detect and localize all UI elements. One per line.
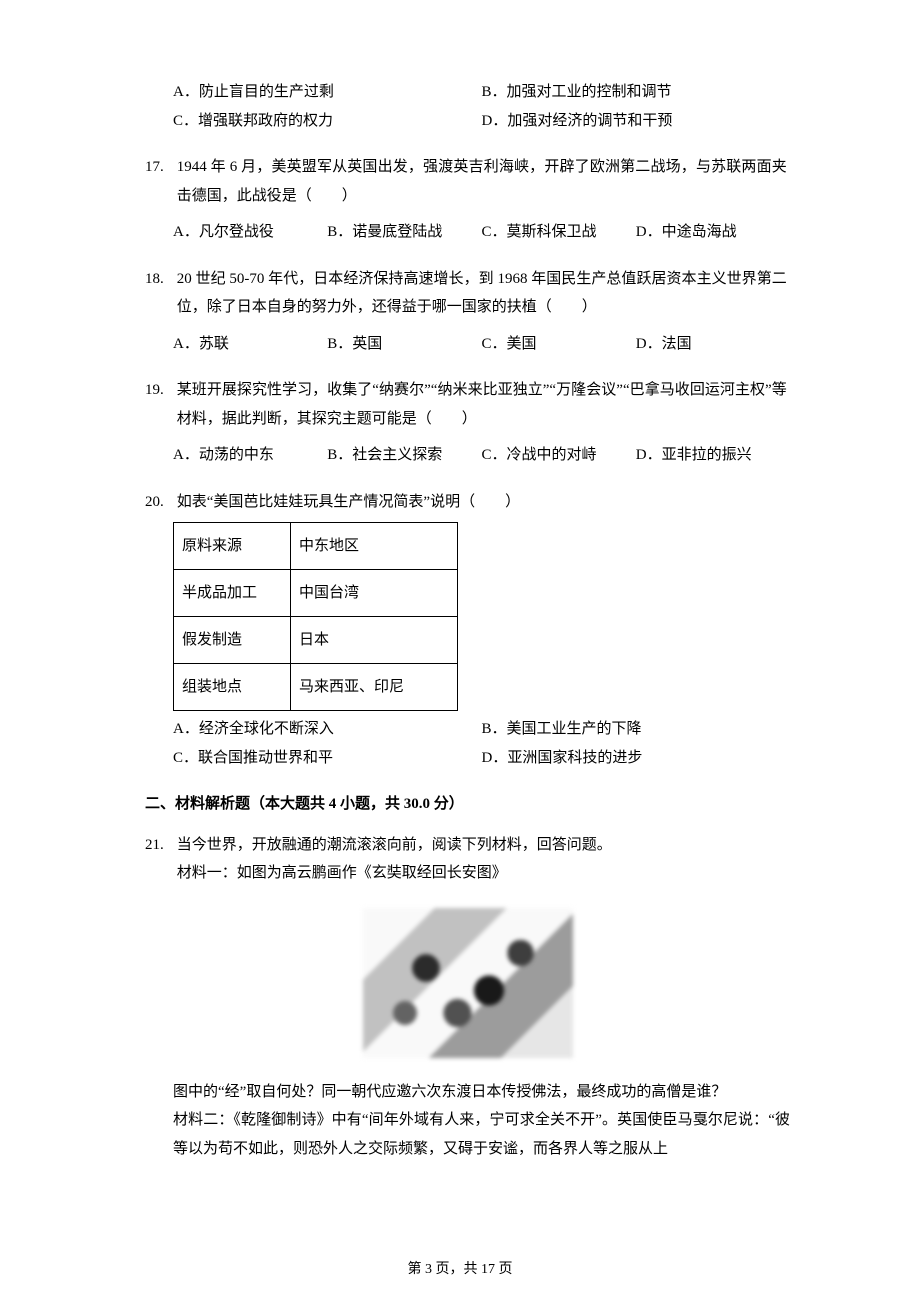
section-2-heading: 二、材料解析题（本大题共 4 小题，共 30.0 分） <box>145 790 790 819</box>
option-c: C．增强联邦政府的权力 <box>173 107 482 136</box>
options-row: A．苏联 B．英国 C．美国 D．法国 <box>173 330 790 359</box>
option-c: C．联合国推动世界和平 <box>173 744 482 773</box>
table-row: 假发制造 日本 <box>174 617 458 664</box>
question-stem: 如表“美国芭比娃娃玩具生产情况简表”说明（ ） <box>177 488 787 517</box>
question-body: 当今世界，开放融通的潮流滚滚向前，阅读下列材料，回答问题。 材料一：如图为高云鹏… <box>177 831 787 888</box>
option-a: A．动荡的中东 <box>173 441 327 470</box>
option-b: B．社会主义探索 <box>327 441 481 470</box>
question-number: 19. <box>145 376 173 405</box>
option-a: A．经济全球化不断深入 <box>173 715 482 744</box>
question-number: 20. <box>145 488 173 517</box>
option-b: B．加强对工业的控制和调节 <box>482 78 791 107</box>
page-footer: 第 3 页，共 17 页 <box>0 1257 920 1284</box>
question-stem: 20 世纪 50-70 年代，日本经济保持高速增长，到 1968 年国民生产总值… <box>177 265 787 322</box>
table-cell: 中东地区 <box>291 523 458 570</box>
option-d: D．亚洲国家科技的进步 <box>482 744 791 773</box>
option-a: A．苏联 <box>173 330 327 359</box>
option-d: D．加强对经济的调节和干预 <box>482 107 791 136</box>
table-cell: 中国台湾 <box>291 570 458 617</box>
table-row: 原料来源 中东地区 <box>174 523 458 570</box>
question-stem: 1944 年 6 月，美英盟军从英国出发，强渡英吉利海峡，开辟了欧洲第二战场，与… <box>177 153 787 210</box>
question-number: 21. <box>145 831 173 860</box>
options-row: A．凡尔登战役 B．诺曼底登陆战 C．莫斯科保卫战 D．中途岛海战 <box>173 218 790 247</box>
option-b: B．英国 <box>327 330 481 359</box>
options-container: A．凡尔登战役 B．诺曼底登陆战 C．莫斯科保卫战 D．中途岛海战 <box>173 218 790 247</box>
xuanzang-painting-image <box>363 908 573 1058</box>
question-19: 19. 某班开展探究性学习，收集了“纳赛尔”“纳米来比亚独立”“万隆会议”“巴拿… <box>145 376 790 470</box>
table-cell: 日本 <box>291 617 458 664</box>
option-c: C．美国 <box>482 330 636 359</box>
option-c: C．冷战中的对峙 <box>482 441 636 470</box>
options-row: A．动荡的中东 B．社会主义探索 C．冷战中的对峙 D．亚非拉的振兴 <box>173 441 790 470</box>
options-container: A．苏联 B．英国 C．美国 D．法国 <box>173 330 790 359</box>
question-17: 17. 1944 年 6 月，美英盟军从英国出发，强渡英吉利海峡，开辟了欧洲第二… <box>145 153 790 247</box>
stem-line-1: 当今世界，开放融通的潮流滚滚向前，阅读下列材料，回答问题。 <box>177 837 612 853</box>
table-cell: 半成品加工 <box>174 570 291 617</box>
stem-line-2: 材料一：如图为高云鹏画作《玄奘取经回长安图》 <box>177 865 507 881</box>
barbie-production-table: 原料来源 中东地区 半成品加工 中国台湾 假发制造 日本 组装地点 马来西亚、印… <box>173 522 458 711</box>
table-row: 组装地点 马来西亚、印尼 <box>174 664 458 711</box>
question-18: 18. 20 世纪 50-70 年代，日本经济保持高速增长，到 1968 年国民… <box>145 265 790 359</box>
table-cell: 马来西亚、印尼 <box>291 664 458 711</box>
option-a: A．凡尔登战役 <box>173 218 327 247</box>
subquestion-2: 材料二：《乾隆御制诗》中有“间年外域有人来，宁可求全关不开”。英国使臣马戛尔尼说… <box>173 1106 790 1163</box>
question-stem: 某班开展探究性学习，收集了“纳赛尔”“纳米来比亚独立”“万隆会议”“巴拿马收回运… <box>177 376 787 433</box>
options-container: A．经济全球化不断深入 B．美国工业生产的下降 C．联合国推动世界和平 D．亚洲… <box>173 715 790 772</box>
question-number: 18. <box>145 265 173 294</box>
question-number: 17. <box>145 153 173 182</box>
table-cell: 组装地点 <box>174 664 291 711</box>
option-d: D．亚非拉的振兴 <box>636 441 790 470</box>
options-container: A．动荡的中东 B．社会主义探索 C．冷战中的对峙 D．亚非拉的振兴 <box>173 441 790 470</box>
options-container: A．防止盲目的生产过剩 B．加强对工业的控制和调节 C．增强联邦政府的权力 D．… <box>173 78 790 135</box>
table-cell: 假发制造 <box>174 617 291 664</box>
option-a: A．防止盲目的生产过剩 <box>173 78 482 107</box>
option-d: D．中途岛海战 <box>636 218 790 247</box>
table-cell: 原料来源 <box>174 523 291 570</box>
options-row: A．防止盲目的生产过剩 B．加强对工业的控制和调节 C．增强联邦政府的权力 D．… <box>173 78 790 135</box>
option-d: D．法国 <box>636 330 790 359</box>
table-row: 半成品加工 中国台湾 <box>174 570 458 617</box>
question-16-options: A．防止盲目的生产过剩 B．加强对工业的控制和调节 C．增强联邦政府的权力 D．… <box>145 78 790 135</box>
option-c: C．莫斯科保卫战 <box>482 218 636 247</box>
options-row: A．经济全球化不断深入 B．美国工业生产的下降 C．联合国推动世界和平 D．亚洲… <box>173 715 790 772</box>
subquestion-1: 图中的“经”取自何处？同一朝代应邀六次东渡日本传授佛法，最终成功的高僧是谁？ <box>173 1078 790 1107</box>
question-subparts: 图中的“经”取自何处？同一朝代应邀六次东渡日本传授佛法，最终成功的高僧是谁？ 材… <box>173 1078 790 1164</box>
question-20: 20. 如表“美国芭比娃娃玩具生产情况简表”说明（ ） 原料来源 中东地区 半成… <box>145 488 790 773</box>
option-b: B．诺曼底登陆战 <box>327 218 481 247</box>
option-b: B．美国工业生产的下降 <box>482 715 791 744</box>
question-21: 21. 当今世界，开放融通的潮流滚滚向前，阅读下列材料，回答问题。 材料一：如图… <box>145 831 790 1164</box>
